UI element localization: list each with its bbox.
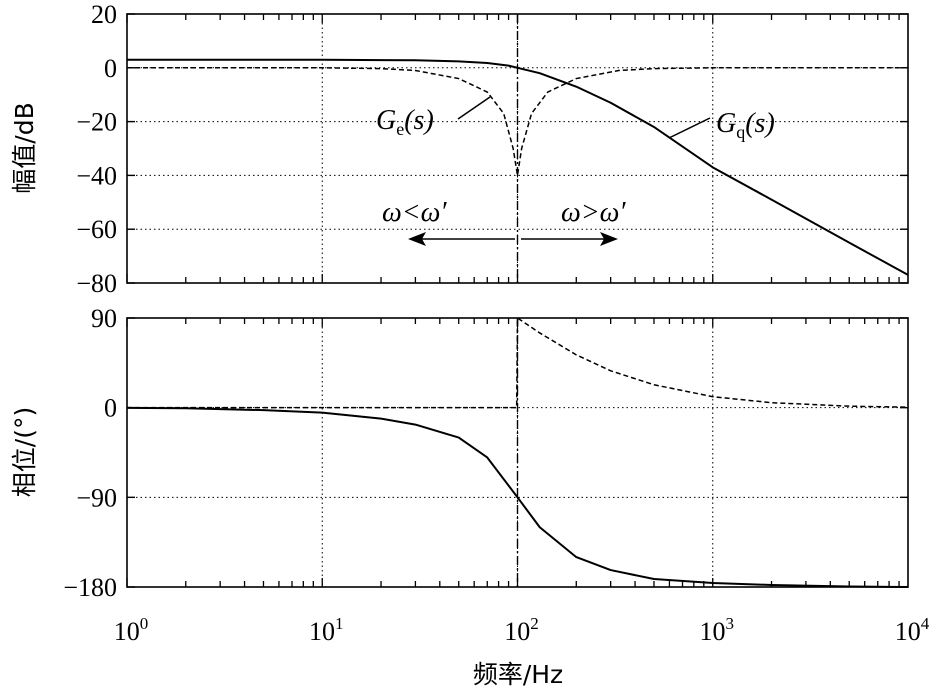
- x-tick-exponent: 0: [140, 614, 149, 633]
- y-tick-label: −20: [76, 108, 117, 137]
- left-arrowhead: [408, 232, 426, 246]
- x-tick-label: 102: [504, 614, 539, 646]
- gq-annotation-symbol: G: [716, 108, 736, 139]
- x-tick-labels: 100 101 102 103 104: [114, 614, 930, 646]
- right-region-label: ω>ω′: [561, 197, 626, 228]
- y-tick-label: −40: [76, 161, 117, 190]
- x-tick-label: 103: [700, 614, 735, 646]
- phase-plot-frame: [126, 317, 909, 588]
- gq-annotation-subscript: q: [736, 122, 745, 142]
- x-axis-label: 频率/Hz: [473, 660, 563, 689]
- magnitude-y-tick-labels: 20 0 −20 −40 −60 −80: [76, 0, 117, 298]
- y-tick-label: −80: [76, 269, 117, 298]
- right-arrowhead: [600, 232, 618, 246]
- x-tick-base: 10: [504, 617, 530, 646]
- y-tick-label: 0: [104, 394, 117, 423]
- magnitude-plot-frame: [126, 13, 909, 284]
- y-tick-label: −90: [76, 483, 117, 512]
- ge-series-magnitude: [127, 67, 908, 177]
- ge-annotation-subscript: e: [396, 119, 404, 139]
- x-tick-exponent: 2: [530, 614, 539, 633]
- series-layer: [126, 14, 909, 588]
- gq-series-magnitude: [127, 58, 909, 276]
- y-tick-label: 90: [91, 304, 117, 333]
- phase-y-axis-label: 相位/(°): [10, 407, 39, 497]
- left-region-label: ω<ω′: [382, 197, 447, 228]
- x-tick-exponent: 3: [726, 614, 735, 633]
- ge-leader-line: [457, 96, 491, 120]
- magnitude-y-axis-label: 幅值/dB: [10, 102, 39, 193]
- y-tick-label: 0: [104, 54, 117, 83]
- ge-annotation-argument: (s): [404, 105, 434, 136]
- gq-annotation-argument: (s): [745, 108, 775, 139]
- gq-annotation: Gq(s): [716, 108, 775, 142]
- x-tick-exponent: 1: [335, 614, 344, 633]
- phase-minor-ticks: [126, 317, 908, 588]
- y-tick-label: −180: [63, 573, 117, 602]
- ge-annotation-symbol: G: [376, 105, 396, 136]
- ge-annotation: Ge(s): [376, 105, 434, 139]
- ge-series-phase: [127, 317, 909, 409]
- x-tick-exponent: 4: [921, 614, 930, 633]
- y-tick-label: −60: [76, 215, 117, 244]
- x-tick-base: 10: [309, 617, 335, 646]
- x-tick-base: 10: [895, 617, 921, 646]
- x-tick-base: 10: [700, 617, 726, 646]
- y-tick-label: 20: [91, 0, 117, 29]
- x-tick-label: 100: [114, 614, 149, 646]
- x-tick-base: 10: [114, 617, 140, 646]
- x-tick-label: 101: [309, 614, 344, 646]
- phase-y-tick-labels: 90 0 −90 −180: [63, 304, 117, 602]
- x-tick-label: 104: [895, 614, 930, 646]
- gq-series-phase: [126, 406, 909, 588]
- gq-leader-line: [668, 117, 711, 139]
